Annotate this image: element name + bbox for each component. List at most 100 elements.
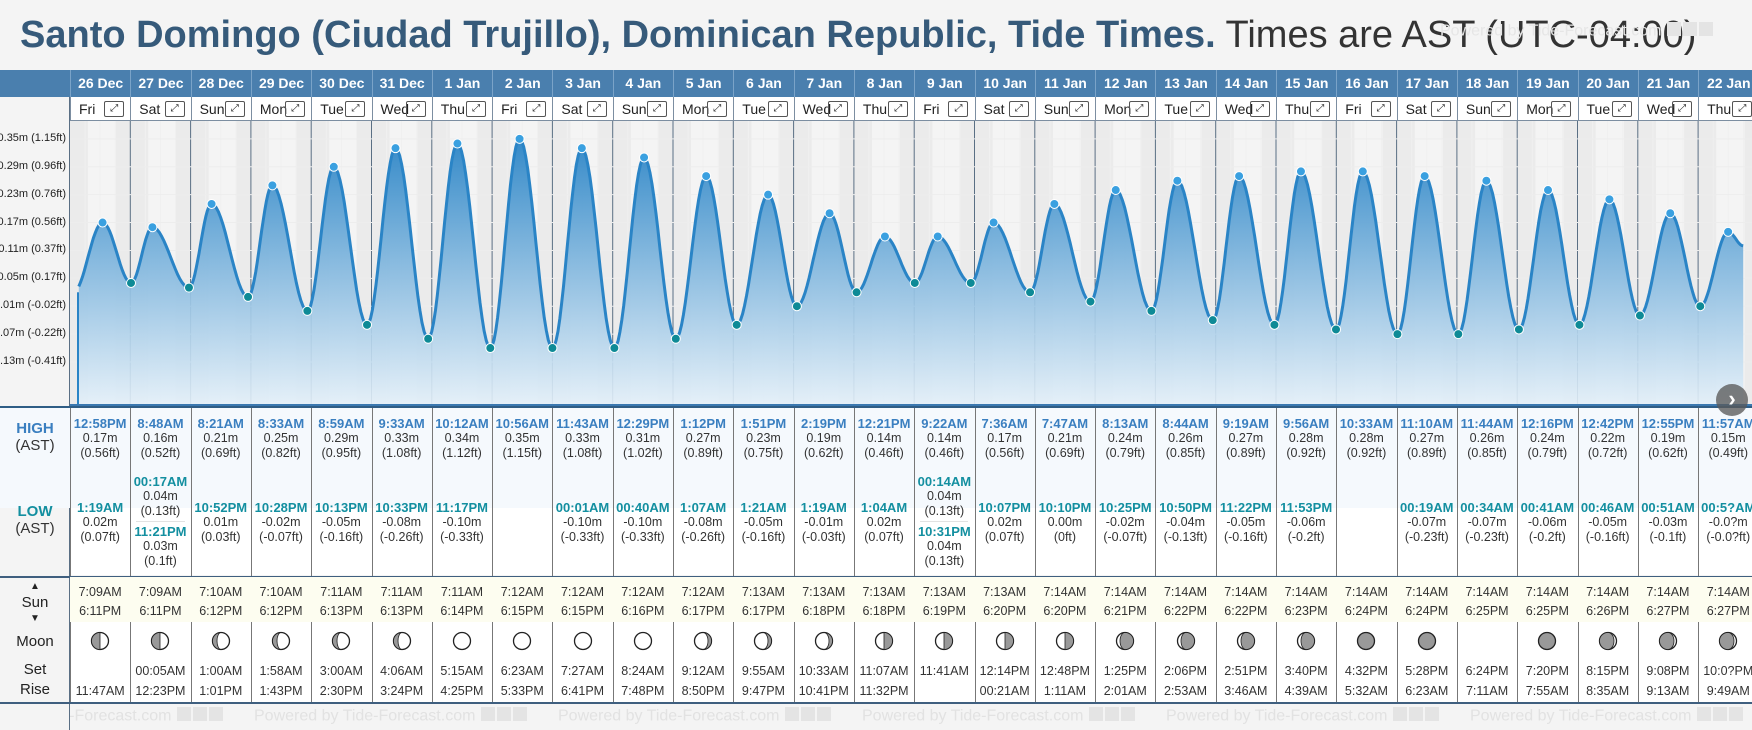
high-tide-point[interactable] [206,198,217,209]
high-tide-point[interactable] [879,231,890,242]
low-tide-point[interactable] [1269,319,1280,330]
expand-day-icon[interactable]: ⤢ [827,101,848,117]
column-divider [70,408,71,576]
expand-day-icon[interactable]: ⤢ [586,101,607,117]
low-tide-point[interactable] [302,305,313,316]
expand-day-icon[interactable]: ⤢ [1189,101,1210,117]
high-tide-point[interactable] [1723,226,1734,237]
low-tide-point[interactable] [1085,296,1096,307]
weekday-cell: Sun ⤢ [1456,97,1517,121]
high-tide-point[interactable] [97,217,108,228]
high-tide-point[interactable] [452,138,463,149]
high-tide-point[interactable] [576,143,587,154]
expand-day-icon[interactable]: ⤢ [466,101,487,117]
expand-day-icon[interactable]: ⤢ [1551,101,1572,117]
low-tide-point[interactable] [423,333,434,344]
moon-times-cell: 8:15PM 8:35AM [1578,661,1638,701]
expand-day-icon[interactable]: ⤢ [1672,101,1693,117]
low-tide-point[interactable] [609,343,620,354]
low-tide-point[interactable] [1146,305,1157,316]
expand-day-icon[interactable]: ⤢ [767,101,788,117]
low-tide-point[interactable] [126,277,137,288]
high-tide-point[interactable] [328,161,339,172]
expand-day-icon[interactable]: ⤢ [405,101,426,117]
low-tide-point[interactable] [243,291,254,302]
low-tide-point[interactable] [1513,324,1524,335]
low-tide-point[interactable] [1331,324,1342,335]
high-tide-point[interactable] [1110,185,1121,196]
expand-day-icon[interactable]: ⤢ [104,101,125,117]
expand-day-icon[interactable]: ⤢ [1069,101,1090,117]
high-tide-point[interactable] [1049,198,1060,209]
moon-times-cell: 4:06AM 3:24PM [372,661,432,701]
high-tide-point[interactable] [1543,185,1554,196]
column-divider [1095,622,1097,702]
high-tide-meters: 0.29m [323,431,359,445]
expand-day-icon[interactable]: ⤢ [948,101,969,117]
moon-times-cell: 9:08PM 9:13AM [1638,661,1698,701]
low-tide-feet: (-0.1ft) [1649,530,1687,544]
low-tide-point[interactable] [1453,329,1464,340]
expand-day-icon[interactable]: ⤢ [224,101,245,117]
low-tide-point[interactable] [1574,319,1585,330]
high-tide-point[interactable] [1295,166,1306,177]
high-tide-point[interactable] [1234,171,1245,182]
moon-phase-icon [1538,631,1557,651]
low-tide-point[interactable] [362,319,373,330]
high-tide-point[interactable] [701,171,712,182]
expand-day-icon[interactable]: ⤢ [1249,101,1270,117]
low-tide-point[interactable] [1695,301,1706,312]
high-tide-point[interactable] [147,222,158,233]
high-tide-point[interactable] [1665,208,1676,219]
high-tide-point[interactable] [1172,175,1183,186]
high-tide-point[interactable] [514,133,525,144]
high-tide-point[interactable] [1481,175,1492,186]
expand-day-icon[interactable]: ⤢ [707,101,728,117]
expand-day-icon[interactable]: ⤢ [1732,101,1752,117]
low-tide-point[interactable] [731,319,742,330]
low-tide-point[interactable] [909,277,920,288]
high-tide-point[interactable] [267,180,278,191]
y-tick-label: 0.17m (0.56ft) [0,215,66,228]
low-tide-point[interactable] [1207,315,1218,326]
expand-day-icon[interactable]: ⤢ [1008,101,1029,117]
low-tide-point[interactable] [965,277,976,288]
weekday-label: Tue [320,101,344,117]
high-tide-point[interactable] [1419,171,1430,182]
expand-day-icon[interactable]: ⤢ [285,101,306,117]
expand-day-icon[interactable]: ⤢ [888,101,909,117]
expand-day-icon[interactable]: ⤢ [1491,101,1512,117]
high-tide-point[interactable] [824,208,835,219]
low-tide-point[interactable] [485,343,496,354]
expand-day-icon[interactable]: ⤢ [1310,101,1331,117]
high-tide-point[interactable] [988,217,999,228]
expand-day-icon[interactable]: ⤢ [164,101,185,117]
high-tide-point[interactable] [1604,194,1615,205]
expand-day-icon[interactable]: ⤢ [646,101,667,117]
low-tide-point[interactable] [547,343,558,354]
low-tide-time: 00:41AM [1520,500,1575,515]
high-tide-point[interactable] [932,231,943,242]
high-tide-point[interactable] [390,143,401,154]
low-tide-point[interactable] [670,333,681,344]
column-divider [1276,408,1277,576]
high-tide-point[interactable] [763,189,774,200]
weekday-label: Mon [682,101,710,117]
expand-day-icon[interactable]: ⤢ [1129,101,1150,117]
high-tide-point[interactable] [639,152,650,163]
next-arrow-button[interactable]: › [1716,384,1748,416]
high-tide-point[interactable] [1357,166,1368,177]
low-tide-point[interactable] [791,301,802,312]
expand-day-icon[interactable]: ⤢ [1430,101,1451,117]
low-tide-point[interactable] [1392,329,1403,340]
y-tick-label: 0.29m (0.96ft) [0,159,66,172]
low-tide-point[interactable] [1634,310,1645,321]
expand-day-icon[interactable]: ⤢ [1611,101,1632,117]
low-tide-point[interactable] [1025,287,1036,298]
low-tide-point[interactable] [851,287,862,298]
expand-day-icon[interactable]: ⤢ [345,101,366,117]
expand-day-icon[interactable]: ⤢ [1370,101,1391,117]
low-tide-point[interactable] [183,282,194,293]
expand-day-icon[interactable]: ⤢ [526,101,547,117]
high-tide-time: 9:33AM [378,416,425,431]
